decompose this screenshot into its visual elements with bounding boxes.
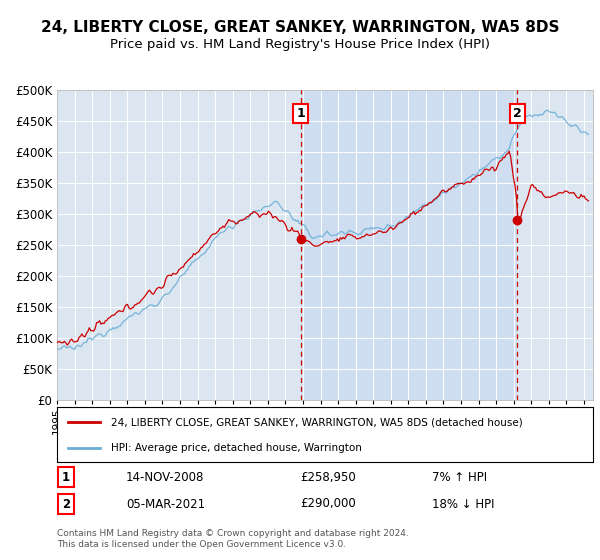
Text: 24, LIBERTY CLOSE, GREAT SANKEY, WARRINGTON, WA5 8DS (detached house): 24, LIBERTY CLOSE, GREAT SANKEY, WARRING… bbox=[110, 418, 523, 427]
Text: 05-MAR-2021: 05-MAR-2021 bbox=[126, 497, 205, 511]
Text: 18% ↓ HPI: 18% ↓ HPI bbox=[432, 497, 494, 511]
Text: £258,950: £258,950 bbox=[300, 470, 356, 484]
Text: 2: 2 bbox=[62, 497, 70, 511]
Bar bbox=[301, 90, 517, 400]
Text: Price paid vs. HM Land Registry's House Price Index (HPI): Price paid vs. HM Land Registry's House … bbox=[110, 38, 490, 51]
Text: £290,000: £290,000 bbox=[300, 497, 356, 511]
Text: Contains HM Land Registry data © Crown copyright and database right 2024.
This d: Contains HM Land Registry data © Crown c… bbox=[57, 529, 409, 549]
Text: 24, LIBERTY CLOSE, GREAT SANKEY, WARRINGTON, WA5 8DS: 24, LIBERTY CLOSE, GREAT SANKEY, WARRING… bbox=[41, 20, 559, 35]
Text: 1: 1 bbox=[62, 470, 70, 484]
Text: HPI: Average price, detached house, Warrington: HPI: Average price, detached house, Warr… bbox=[110, 444, 361, 453]
Text: 1: 1 bbox=[296, 107, 305, 120]
Text: 14-NOV-2008: 14-NOV-2008 bbox=[126, 470, 205, 484]
Text: 7% ↑ HPI: 7% ↑ HPI bbox=[432, 470, 487, 484]
Text: 2: 2 bbox=[513, 107, 522, 120]
